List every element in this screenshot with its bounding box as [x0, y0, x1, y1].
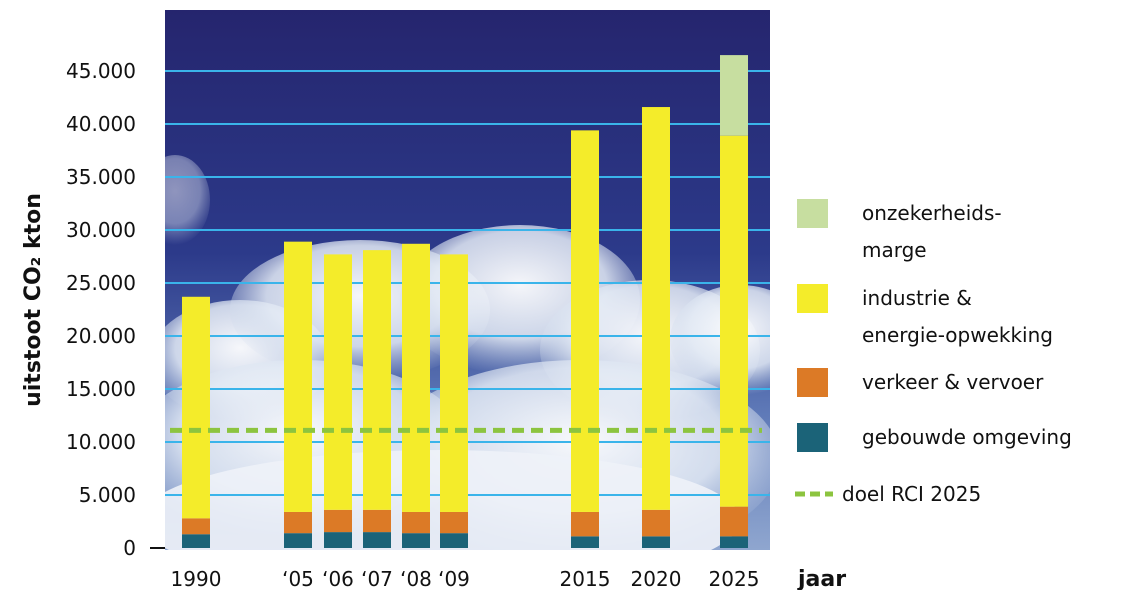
legend-label: industrie &: [862, 286, 972, 310]
x-tick-label: 2025: [709, 567, 760, 590]
x-tick-label: 2015: [560, 567, 611, 590]
x-tick-labels: 1990 ‘05 ‘06 ‘07 ‘08 ‘09 2015 2020 2025: [171, 567, 760, 590]
y-axis-title: uitstoot CO₂ kton: [21, 193, 46, 407]
bar-stack: [182, 296, 210, 548]
bar-segment: [284, 511, 312, 534]
y-tick-label: 45.000: [66, 59, 136, 83]
bar-segment: [324, 532, 352, 548]
legend-label: marge: [862, 238, 927, 262]
y-tick-label: 0: [123, 536, 136, 560]
bar-segment: [642, 509, 670, 537]
legend-item: gebouwde omgeving: [797, 423, 1072, 452]
bar-segment: [402, 533, 430, 548]
bar-segment: [440, 254, 468, 512]
bar-segment: [324, 509, 352, 533]
bar-segment: [284, 241, 312, 512]
plot-background: [165, 10, 770, 550]
x-axis-title: jaar: [797, 567, 846, 590]
bar-stack: [324, 254, 352, 548]
legend-label: verkeer & vervoer: [862, 370, 1044, 394]
legend-swatch: [797, 284, 828, 313]
x-tick-label: ‘08: [400, 567, 432, 590]
bar-segment: [363, 509, 391, 533]
legend-swatch: [797, 423, 828, 452]
bar-segment: [182, 518, 210, 535]
x-tick-label: ‘06: [322, 567, 354, 590]
bar-segment: [720, 135, 748, 507]
y-tick-labels: 0 5.000 10.000 15.000 20.000 25.000 30.000 35.0…: [66, 59, 136, 560]
bar-segment: [720, 506, 748, 537]
bar-stack: [571, 130, 599, 548]
legend: onzekerheids-marge industrie & energie-opw…: [795, 199, 1072, 506]
y-tick-label: 40.000: [66, 112, 136, 136]
bar-segment: [720, 536, 748, 548]
bar-stack: [642, 107, 670, 548]
x-tick-label: ‘05: [282, 567, 314, 590]
x-tick-label: ‘07: [361, 567, 393, 590]
bar-segment: [642, 536, 670, 548]
y-tick-label: 20.000: [66, 324, 136, 348]
y-tick-label: 30.000: [66, 218, 136, 242]
bar-stack: [440, 254, 468, 548]
bar-segment: [571, 511, 599, 537]
legend-item: industrie & energie-opwekking: [797, 284, 1053, 347]
bar-segment: [182, 296, 210, 519]
bar-segment: [363, 250, 391, 510]
bar-stack: [402, 243, 430, 548]
y-tick-label: 35.000: [66, 165, 136, 189]
bar-segment: [571, 130, 599, 512]
y-tick-label: 10.000: [66, 430, 136, 454]
y-tick-label: 25.000: [66, 271, 136, 295]
x-tick-label: ‘09: [438, 567, 470, 590]
bar-stack: [363, 250, 391, 548]
bar-segment: [182, 534, 210, 548]
bar-segment: [402, 511, 430, 534]
legend-item: onzekerheids-marge: [797, 199, 1002, 262]
legend-label: energie-opwekking: [862, 323, 1053, 347]
bars-group: [182, 55, 748, 548]
bar-segment: [284, 533, 312, 548]
bar-segment: [642, 107, 670, 510]
x-tick-label: 1990: [171, 567, 222, 590]
y-tick-label: 5.000: [79, 483, 136, 507]
x-tick-label: 2020: [631, 567, 682, 590]
legend-label: doel RCI 2025: [842, 482, 981, 506]
legend-item: doel RCI 2025: [795, 482, 981, 506]
bar-segment: [720, 55, 748, 136]
bar-stack: [284, 241, 312, 548]
legend-label: onzekerheids-: [862, 201, 1002, 225]
bar-segment: [440, 533, 468, 548]
legend-label: gebouwde omgeving: [862, 425, 1072, 449]
legend-swatch: [797, 199, 828, 228]
legend-item: verkeer & vervoer: [797, 368, 1044, 397]
bar-segment: [402, 243, 430, 512]
bar-segment: [363, 532, 391, 548]
bar-segment: [440, 511, 468, 534]
bar-segment: [324, 254, 352, 510]
bar-segment: [571, 536, 599, 548]
y-tick-label: 15.000: [66, 377, 136, 401]
legend-swatch: [797, 368, 828, 397]
bar-stack: [720, 55, 748, 548]
